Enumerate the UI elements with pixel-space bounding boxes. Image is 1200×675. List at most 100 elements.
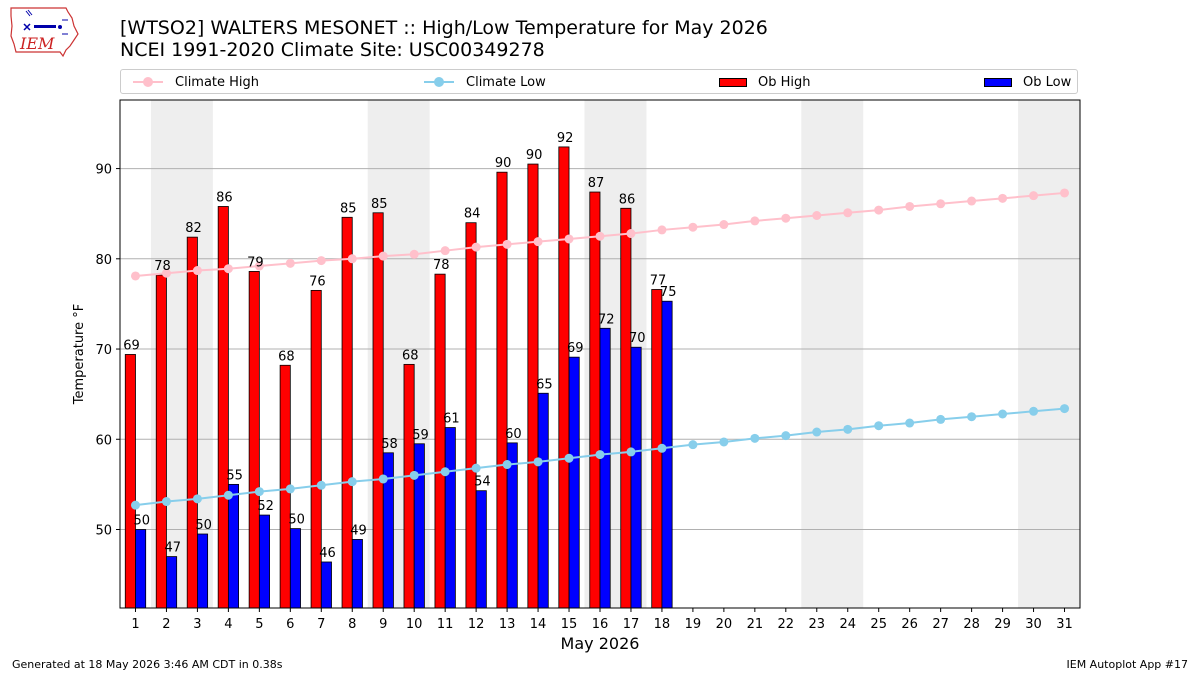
climate-high-point-day-30 — [1029, 191, 1039, 201]
x-tick-label-16: 16 — [592, 617, 609, 632]
climate-low-point-day-17 — [626, 447, 636, 457]
footer-app-id: IEM Autoplot App #17 — [1066, 658, 1189, 671]
ob-high-label-day-5: 79 — [247, 255, 264, 270]
ob-high-label-day-6: 68 — [278, 349, 295, 364]
ob-high-label-day-15: 92 — [557, 131, 574, 146]
x-axis-label: May 2026 — [561, 634, 640, 653]
climate-low-point-day-15 — [564, 453, 574, 463]
climate-low-point-day-9 — [378, 474, 388, 484]
ob-high-bar-day-2 — [155, 274, 167, 609]
ob-low-bar-day-4 — [227, 483, 240, 609]
ob-low-bar-day-14 — [537, 392, 549, 609]
ob-high-bar-day-13 — [496, 171, 508, 609]
climate-low-point-day-13 — [502, 460, 512, 470]
climate-low-point-day-1 — [130, 500, 140, 510]
ob-low-label-day-3: 50 — [195, 518, 212, 533]
climate-low-point-day-5 — [254, 487, 264, 497]
ob-high-bar-day-5 — [248, 271, 260, 609]
ob-low-label-day-11: 61 — [443, 412, 460, 427]
ob-low-label-day-4: 55 — [226, 468, 243, 483]
x-tick-label-28: 28 — [963, 617, 980, 632]
ob-low-bar-day-11 — [444, 427, 456, 609]
climate-low-point-day-20 — [719, 437, 729, 447]
climate-low-point-day-18 — [657, 443, 667, 453]
climate-low-point-day-12 — [471, 463, 481, 473]
ob-low-label-day-2: 47 — [164, 541, 181, 556]
climate-high-point-day-4 — [223, 264, 233, 274]
climate-high-point-day-12 — [471, 242, 481, 252]
climate-high-point-day-9 — [378, 251, 388, 261]
climate-high-point-day-31 — [1060, 188, 1070, 198]
ob-low-label-day-1: 50 — [133, 513, 150, 528]
x-tick-label-26: 26 — [901, 617, 918, 632]
x-tick-label-12: 12 — [468, 617, 485, 632]
ob-high-label-day-12: 84 — [464, 207, 481, 222]
ob-high-label-day-13: 90 — [495, 156, 512, 171]
ob-high-bar-day-16 — [589, 191, 601, 609]
climate-high-point-day-26 — [905, 201, 915, 211]
climate-low-point-day-11 — [440, 467, 450, 477]
climate-low-point-day-29 — [998, 409, 1008, 419]
y-tick-label-80: 80 — [95, 253, 112, 268]
ob-high-label-day-8: 85 — [340, 201, 357, 216]
climate-low-point-day-25 — [874, 421, 884, 431]
climate-low-point-day-24 — [843, 424, 853, 434]
climate-high-point-day-3 — [192, 266, 202, 276]
climate-low-point-day-27 — [936, 414, 946, 424]
y-tick-label-60: 60 — [95, 433, 112, 448]
climate-low-point-day-26 — [905, 418, 915, 428]
x-tick-label-30: 30 — [1025, 617, 1042, 632]
climate-high-point-day-7 — [316, 256, 326, 266]
x-tick-label-31: 31 — [1056, 617, 1073, 632]
climate-high-point-day-14 — [533, 237, 543, 247]
climate-high-point-day-10 — [409, 249, 419, 259]
ob-high-bar-day-1 — [124, 354, 136, 609]
ob-high-label-day-10: 68 — [402, 348, 419, 363]
ob-high-label-day-1: 69 — [123, 338, 140, 353]
ob-low-label-day-9: 58 — [381, 437, 398, 452]
climate-low-point-day-21 — [750, 433, 760, 443]
x-tick-label-9: 9 — [379, 617, 387, 632]
legend-item-ob-low: Ob Low — [984, 73, 1071, 91]
x-tick-label-19: 19 — [685, 617, 702, 632]
x-tick-label-11: 11 — [437, 617, 454, 632]
weekend-shade-3 — [801, 100, 864, 608]
y-tick-label-70: 70 — [95, 343, 112, 358]
x-tick-label-8: 8 — [348, 617, 356, 632]
x-tick-label-23: 23 — [809, 617, 826, 632]
ob-low-label-day-15: 69 — [567, 341, 584, 356]
legend-item-climate-high: Climate High — [133, 73, 259, 91]
climate-low-point-day-7 — [316, 480, 326, 490]
y-tick-label-50: 50 — [95, 523, 112, 538]
climate-low-point-day-23 — [812, 427, 822, 437]
x-tick-label-27: 27 — [932, 617, 949, 632]
x-tick-label-3: 3 — [193, 617, 201, 632]
ob-low-label-day-17: 70 — [629, 331, 646, 346]
x-tick-label-22: 22 — [778, 617, 795, 632]
climate-high-point-day-23 — [812, 210, 822, 220]
ob-high-bar-day-12 — [465, 222, 477, 609]
climate-low-point-day-22 — [781, 431, 791, 441]
ob-high-bar-day-8 — [341, 216, 353, 609]
climate-low-point-day-8 — [347, 477, 357, 487]
climate-high-point-day-24 — [843, 208, 853, 218]
climate-high-point-day-17 — [626, 229, 636, 239]
climate-high-point-day-18 — [657, 225, 667, 235]
y-axis-label: Temperature °F — [72, 304, 87, 405]
title-line-1: [WTSO2] WALTERS MESONET :: High/Low Temp… — [120, 17, 768, 39]
ob-low-label-day-16: 72 — [598, 312, 615, 327]
legend-swatch-ob-high — [719, 77, 747, 87]
x-tick-label-17: 17 — [623, 617, 640, 632]
ob-high-bar-day-15 — [558, 146, 570, 609]
ob-high-label-day-16: 87 — [588, 176, 605, 191]
chart-title: [WTSO2] WALTERS MESONET :: High/Low Temp… — [120, 17, 768, 61]
ob-low-label-day-6: 50 — [288, 513, 305, 528]
climate-low-point-day-31 — [1060, 404, 1070, 414]
logo-text: IEM — [19, 34, 55, 53]
ob-low-label-day-10: 59 — [412, 428, 429, 443]
climate-low-point-day-6 — [285, 484, 295, 494]
ob-high-label-day-18: 77 — [650, 273, 667, 288]
ob-low-bar-day-18 — [661, 300, 673, 609]
ob-low-label-day-14: 65 — [536, 377, 553, 392]
